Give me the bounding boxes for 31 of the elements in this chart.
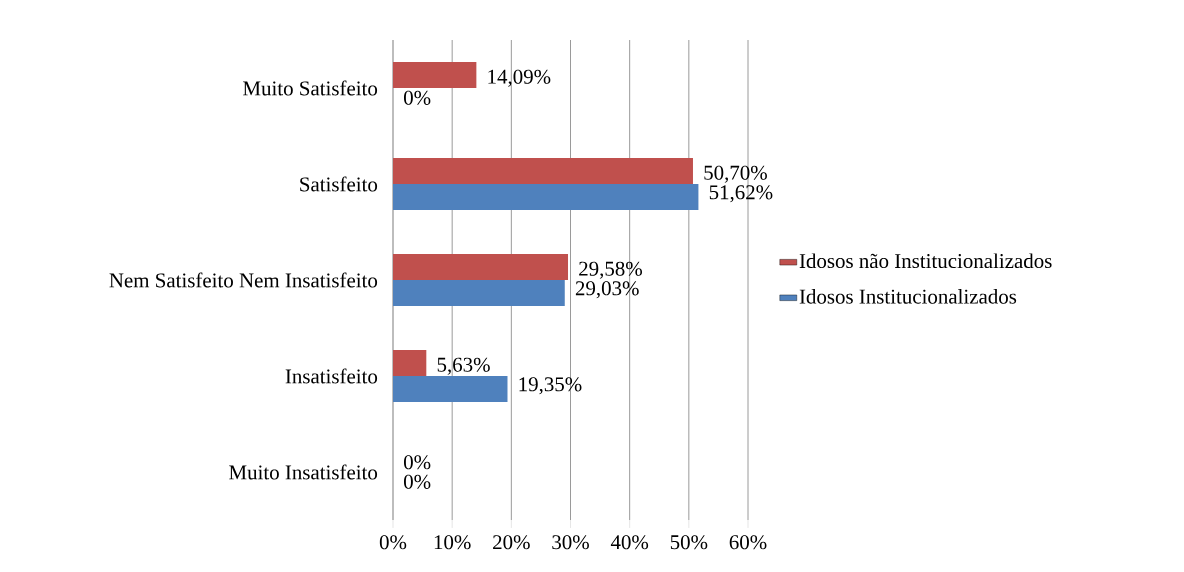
bar [393, 158, 693, 184]
x-tick-label: 20% [493, 535, 530, 550]
x-tick-label: 30% [552, 535, 589, 550]
data-label: 0% [404, 90, 431, 105]
data-label: 14,09% [488, 69, 551, 87]
data-label: 51,62% [709, 185, 773, 203]
x-tick-label: 50% [670, 535, 708, 550]
y-tick-label: Insatisfeito [285, 368, 378, 384]
bar [393, 376, 508, 402]
x-tick-label: 0% [379, 535, 407, 550]
data-label: 0% [404, 474, 431, 489]
data-label: 29,03% [575, 281, 639, 299]
bar [393, 62, 477, 88]
y-tick-label: Nem Satisfeito Nem Insatisfeito [109, 272, 378, 288]
legend-label: Idosos não Institucionalizados [799, 253, 1052, 269]
x-tick-label: 60% [729, 535, 767, 550]
bar [393, 184, 699, 210]
bar [393, 350, 427, 376]
legend-label: Idosos Institucionalizados [799, 288, 1017, 304]
data-label: 29,58% [579, 261, 643, 279]
data-label: 50,70% [704, 165, 767, 183]
bar [393, 254, 569, 280]
data-label: 5,63% [437, 357, 490, 375]
y-tick-label: Muito Satisfeito [243, 80, 378, 96]
data-label: 0% [404, 455, 431, 470]
data-label: 19,35% [519, 377, 582, 395]
y-tick-label: Satisfeito [300, 176, 378, 192]
x-tick-label: 40% [610, 535, 649, 550]
y-tick-label: Muito Insatisfeito [229, 464, 378, 480]
bar [393, 280, 565, 306]
x-tick-label: 10% [434, 535, 471, 550]
